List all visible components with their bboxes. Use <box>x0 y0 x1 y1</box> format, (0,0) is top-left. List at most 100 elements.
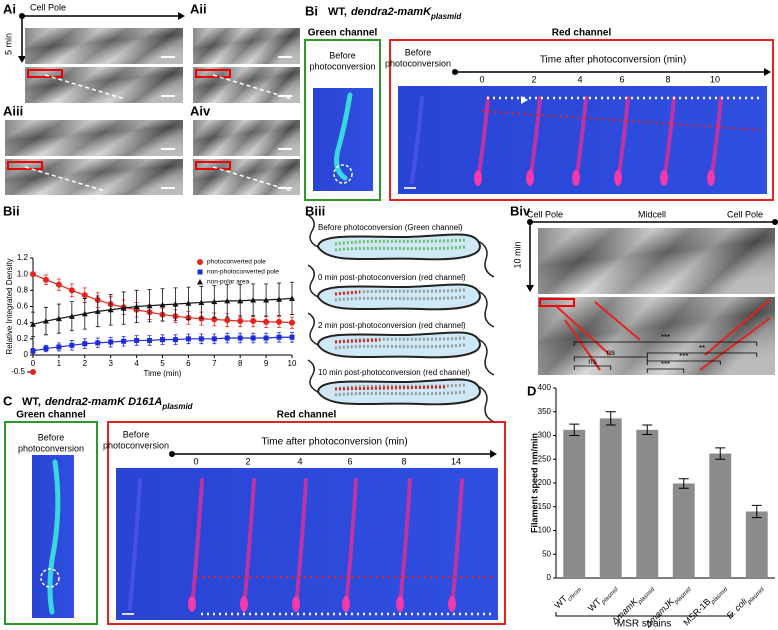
marker <box>172 301 179 307</box>
x-tick-label: 10 <box>288 359 297 368</box>
axis-end <box>772 219 778 225</box>
time-point: 6 <box>347 456 352 466</box>
cell-green <box>47 459 61 615</box>
filament-red <box>334 290 361 296</box>
legend-marker <box>197 259 203 265</box>
pole-signal <box>572 170 580 186</box>
pole-signal <box>660 170 668 186</box>
caption: Before <box>405 47 432 57</box>
panel-label: D <box>527 383 536 398</box>
marker <box>146 302 153 309</box>
arrow-head <box>764 68 771 76</box>
panel-label: Biv <box>510 203 531 218</box>
filament <box>334 390 466 397</box>
flagellum <box>477 385 495 423</box>
marker <box>224 317 231 324</box>
error-bar <box>605 411 616 426</box>
x-tick-label: 9 <box>264 359 269 368</box>
marker <box>147 337 153 343</box>
y-tick-label: 200 <box>538 478 552 487</box>
panel-label: Aii <box>190 1 207 16</box>
marker <box>55 315 62 322</box>
marker <box>185 336 191 342</box>
x-tick-label: 3 <box>108 359 113 368</box>
arrow-head <box>521 96 528 104</box>
legend-marker <box>197 279 203 285</box>
marker <box>43 346 49 352</box>
y-tick-label: 0.4 <box>17 318 29 327</box>
marker <box>107 306 114 313</box>
legend-marker <box>197 269 203 275</box>
pole-signal <box>240 596 248 612</box>
title-text: WT, <box>328 6 347 18</box>
bar <box>636 429 659 578</box>
category-subscript: plasmid <box>746 586 766 606</box>
cell-red <box>128 478 142 610</box>
marker <box>276 318 283 325</box>
cell-green <box>334 92 353 181</box>
track-line <box>704 299 771 356</box>
cell-red <box>242 478 256 610</box>
significance-bracket <box>573 341 758 346</box>
title-gene: dendra2-mamK <box>351 6 432 18</box>
channel-label: Green channel <box>308 28 378 39</box>
caption: Before <box>329 50 356 60</box>
panel-label: Biii <box>305 203 325 218</box>
flagellum <box>307 214 319 248</box>
title-text: WT, <box>22 396 41 408</box>
significance-bracket <box>646 368 685 373</box>
filament <box>334 295 466 302</box>
y-tick-label: 150 <box>538 502 552 511</box>
pole-signal <box>526 170 534 186</box>
panel-title: WT, dendra2-mamKplasmid <box>328 6 462 21</box>
error-bar <box>569 423 580 436</box>
time-point: 4 <box>577 74 582 84</box>
group-bracket <box>555 612 733 617</box>
error-bar <box>715 447 726 460</box>
legend-label: non-polar area <box>207 279 250 286</box>
pole-signal <box>474 170 482 186</box>
channel-label: Red channel <box>552 28 612 39</box>
marker <box>237 297 244 304</box>
marker <box>289 334 295 340</box>
kymograph-shade <box>25 28 183 64</box>
green-box <box>4 421 98 625</box>
marker <box>68 313 75 319</box>
error-bar <box>642 424 653 436</box>
x-tick-label: 0 <box>31 359 36 368</box>
marker <box>82 341 88 347</box>
kymograph-shade <box>5 120 183 156</box>
x-tick-label: 6 <box>186 359 191 368</box>
axis-label: 10 min <box>512 241 522 268</box>
marker <box>160 337 165 343</box>
y-tick-label: 300 <box>538 431 552 440</box>
marker <box>172 337 178 343</box>
flagellum <box>307 264 319 298</box>
time-point: 2 <box>531 74 536 84</box>
red-box <box>107 421 506 625</box>
marker <box>237 335 243 341</box>
title-sub: plasmid <box>430 12 462 21</box>
marker <box>198 299 205 305</box>
track-line <box>554 304 611 356</box>
kymograph-shade <box>193 120 300 156</box>
track-line <box>594 301 641 341</box>
y-tick-label: 100 <box>538 526 552 535</box>
category-name: MSR-1B <box>682 597 713 628</box>
caption: 10 min post-photoconversion (red channel… <box>318 368 470 377</box>
category-name: WT <box>553 593 570 610</box>
y-axis-label: Filament speed nm/min <box>529 433 539 533</box>
kymograph-shade <box>193 67 300 103</box>
cell-red <box>398 478 412 610</box>
bleach-box <box>27 69 63 78</box>
significance-label: ** <box>699 344 705 353</box>
time-point: 8 <box>665 74 670 84</box>
marker <box>250 297 257 303</box>
marker <box>30 321 36 327</box>
filament-red <box>334 338 381 344</box>
channel-label: Red channel <box>277 410 337 421</box>
flagellum <box>477 240 495 278</box>
marker <box>211 336 217 342</box>
kymograph-shade <box>193 28 300 64</box>
category-name: WT <box>586 596 603 613</box>
